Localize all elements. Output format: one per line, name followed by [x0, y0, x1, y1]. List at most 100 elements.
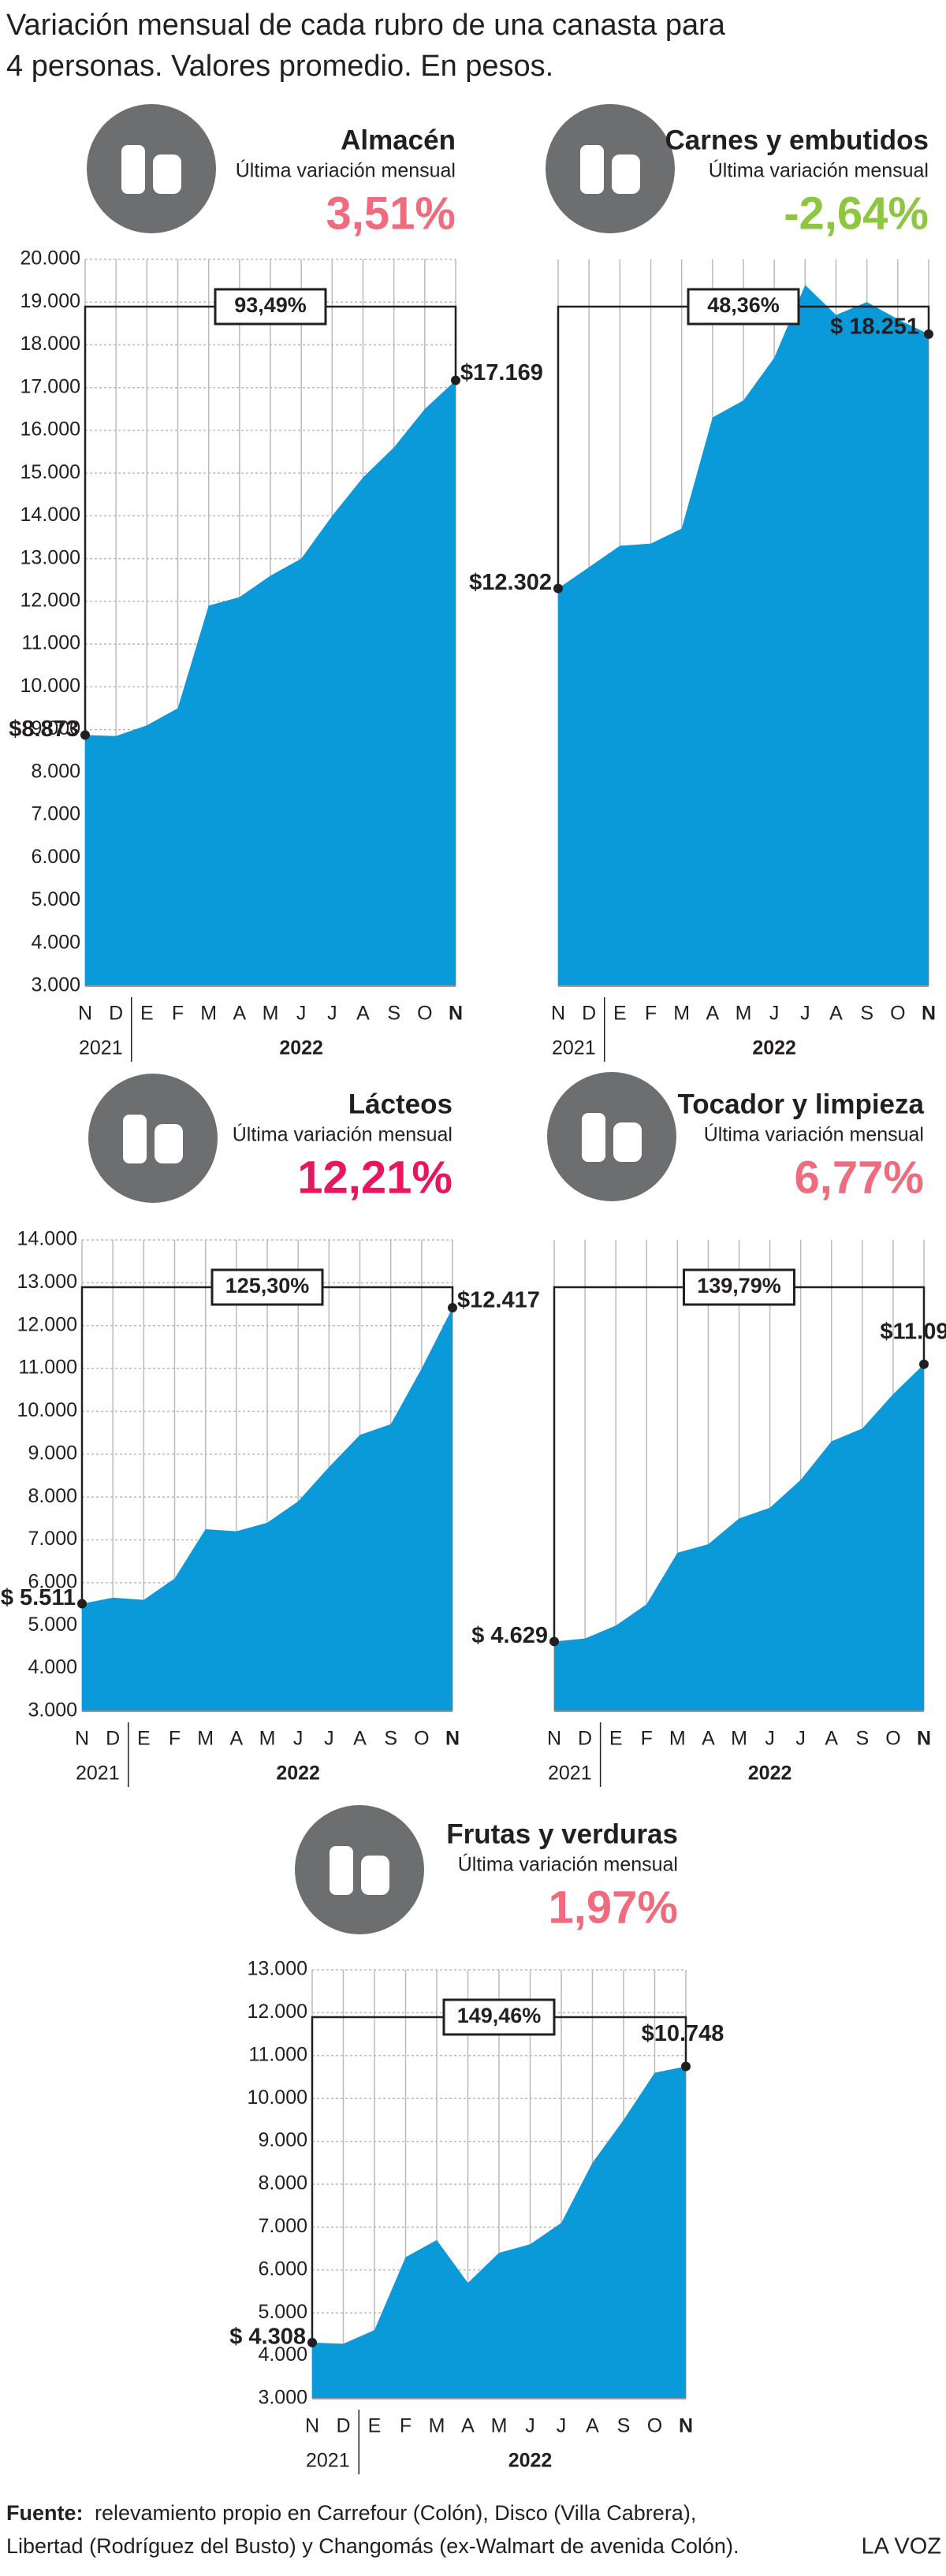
y-tick-label: 9.000 — [28, 1442, 77, 1464]
title: Variación mensual de cada rubro de una c… — [6, 9, 726, 42]
y-tick-label: 10.000 — [248, 2086, 307, 2109]
x-tick-label: J — [795, 1728, 806, 1750]
x-tick-label: D — [578, 1728, 592, 1750]
x-tick-label: N — [75, 1728, 89, 1750]
x-tick-label: N — [305, 2415, 319, 2437]
x-tick-label: J — [765, 1728, 775, 1750]
x-tick-label: E — [609, 1728, 623, 1750]
y-tick-label: 8.000 — [258, 2172, 307, 2194]
x-tick-label: J — [293, 1728, 304, 1750]
y-tick-label: 20.000 — [20, 248, 80, 270]
y-tick-label: 11.000 — [18, 1357, 77, 1379]
x-tick-label: M — [429, 2415, 445, 2437]
x-tick-label: S — [855, 1728, 869, 1750]
y-tick-label: 3.000 — [31, 974, 80, 996]
value-label: $12.302 — [469, 570, 552, 595]
chart-title: Lácteos — [348, 1089, 453, 1119]
y-tick-label: 12.000 — [17, 1313, 77, 1335]
x-tick-label: A — [353, 1728, 367, 1750]
x-tick-label: M — [197, 1728, 214, 1750]
y-tick-label: 12.000 — [248, 2001, 307, 2023]
x-tick-label: F — [169, 1728, 181, 1750]
value-label: $ 18.251 — [830, 315, 919, 340]
chart-subtitle: Última variación mensual — [458, 1853, 678, 1876]
area — [558, 285, 929, 987]
source: Libertad (Rodríguez del Busto) y Changom… — [6, 2534, 739, 2558]
x-tick-label: A — [702, 1728, 715, 1750]
y-tick-label: 14.000 — [20, 504, 80, 526]
x-tick-label: N — [679, 2415, 693, 2437]
icon-shape — [330, 1846, 353, 1895]
x-tick-label: O — [647, 2415, 662, 2437]
icon-shape — [153, 154, 181, 194]
x-tick-label: S — [384, 1728, 397, 1750]
chart-title: Tocador y limpieza — [678, 1089, 925, 1119]
value-label: $8.873 — [9, 717, 79, 742]
total-change: 93,49% — [234, 293, 307, 317]
year-label: 2021 — [548, 1763, 592, 1785]
y-tick-label: 16.000 — [20, 419, 80, 441]
monthly-change: 1,97% — [549, 1882, 678, 1933]
y-tick-label: 9.000 — [258, 2129, 307, 2151]
x-tick-label: O — [885, 1728, 900, 1750]
x-tick-label: J — [769, 1003, 780, 1025]
y-tick-label: 13.000 — [248, 1958, 307, 1980]
monthly-change: 12,21% — [297, 1152, 453, 1203]
value-label: $ 4.308 — [229, 2325, 306, 2350]
y-tick-label: 13.000 — [17, 1271, 77, 1293]
chart-subtitle: Última variación mensual — [233, 1123, 453, 1146]
year-label: 2021 — [79, 1037, 123, 1059]
area — [85, 380, 456, 986]
y-tick-label: 8.000 — [31, 760, 80, 782]
category-icon — [87, 104, 216, 233]
y-tick-label: 7.000 — [31, 803, 80, 825]
source: relevamiento propio en Carrefour (Colón)… — [95, 2501, 696, 2525]
end-point — [307, 2337, 317, 2347]
total-change: 125,30% — [225, 1274, 310, 1297]
end-point — [924, 329, 933, 339]
x-tick-label: M — [669, 1728, 686, 1750]
y-tick-label: 4.000 — [28, 1656, 77, 1678]
year-label: 2021 — [306, 2450, 350, 2472]
icon-shape — [361, 1856, 389, 1895]
year-label: 2022 — [508, 2450, 553, 2472]
x-tick-label: O — [890, 1003, 905, 1025]
x-tick-label: N — [917, 1728, 931, 1750]
x-tick-label: A — [356, 1003, 370, 1025]
end-point — [77, 1599, 87, 1609]
end-point — [553, 583, 563, 594]
end-point — [448, 1303, 457, 1313]
change-box — [683, 1268, 795, 1306]
x-tick-label: E — [140, 1003, 154, 1025]
x-tick-label: A — [229, 1728, 243, 1750]
x-tick-label: J — [557, 2415, 567, 2437]
total-change: 139,79% — [697, 1274, 781, 1297]
x-tick-label: M — [200, 1003, 217, 1025]
x-tick-label: S — [387, 1003, 400, 1025]
end-point — [919, 1359, 929, 1369]
icon-shape — [155, 1124, 183, 1163]
y-tick-label: 3.000 — [258, 2387, 307, 2409]
y-tick-label: 5.000 — [31, 888, 80, 910]
change-box — [687, 288, 800, 326]
y-tick-label: 19.000 — [20, 290, 80, 312]
title: 4 personas. Valores promedio. En pesos. — [6, 50, 553, 83]
x-tick-label: A — [586, 2415, 599, 2437]
y-tick-label: 13.000 — [20, 546, 80, 568]
y-tick-label: 7.000 — [28, 1528, 77, 1550]
area — [82, 1308, 453, 1711]
x-tick-label: N — [922, 1003, 936, 1025]
x-tick-label: N — [449, 1003, 463, 1025]
monthly-change: -2,64% — [784, 188, 929, 239]
y-tick-label: 5.000 — [28, 1614, 77, 1636]
x-tick-label: J — [525, 2415, 535, 2437]
year-label: 2022 — [276, 1763, 320, 1785]
category-icon — [88, 1074, 218, 1203]
year-label: 2021 — [552, 1037, 596, 1059]
x-tick-label: A — [829, 1003, 843, 1025]
area — [312, 2066, 686, 2399]
y-tick-label: 6.000 — [28, 1571, 77, 1593]
x-tick-label: F — [400, 2415, 412, 2437]
x-tick-label: D — [582, 1003, 596, 1025]
